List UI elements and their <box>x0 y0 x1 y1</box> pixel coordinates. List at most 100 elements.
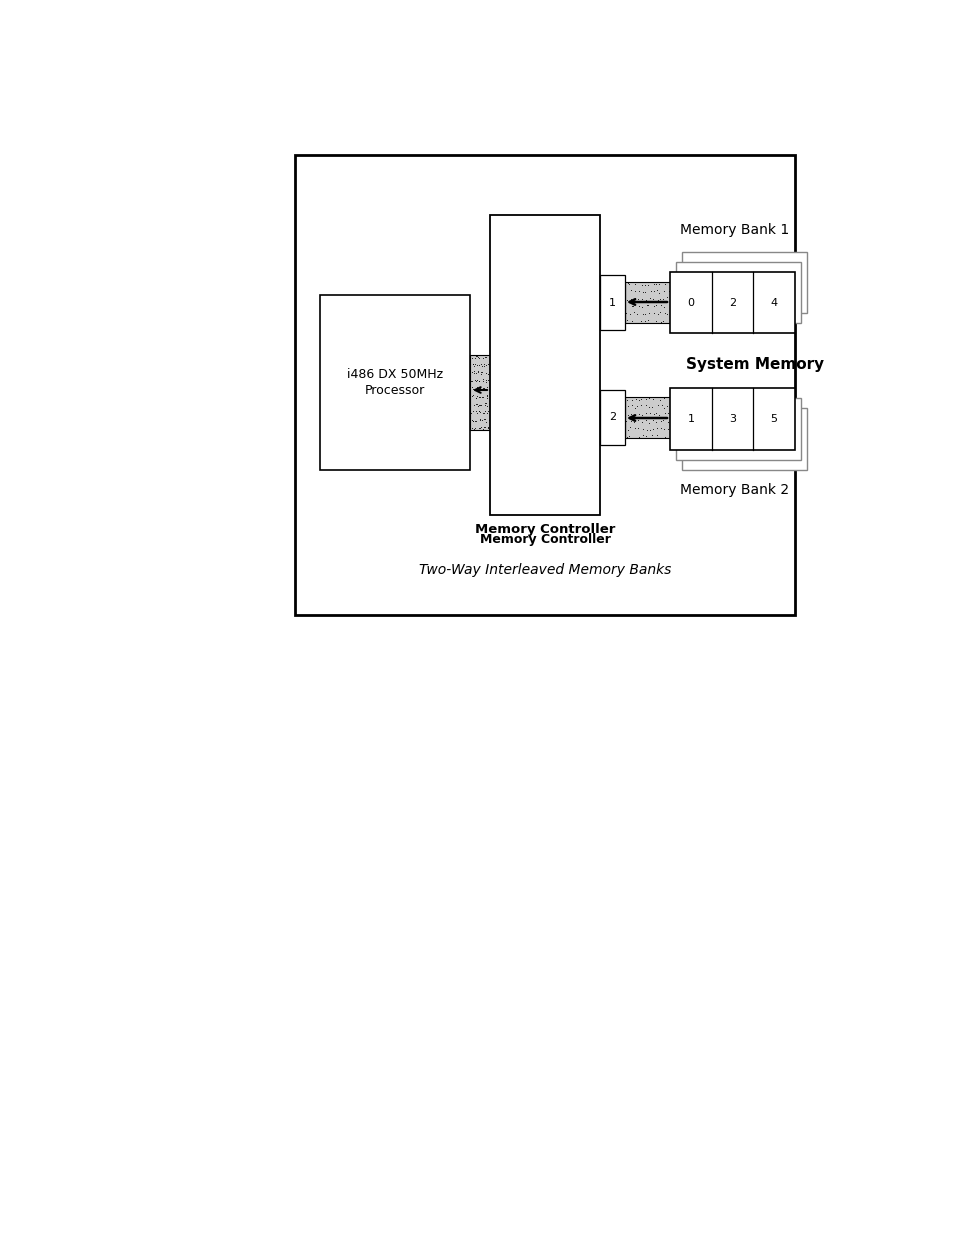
Bar <box>490 215 599 515</box>
Point <box>468 411 483 431</box>
Point <box>477 372 493 391</box>
Point <box>639 420 654 440</box>
Point <box>625 295 640 315</box>
Bar <box>599 390 624 445</box>
Point <box>476 419 491 438</box>
Point <box>629 305 644 325</box>
Point <box>476 357 491 377</box>
Point <box>638 290 653 310</box>
Point <box>629 410 644 430</box>
Point <box>467 348 482 368</box>
Point <box>466 363 481 383</box>
Point <box>479 385 495 405</box>
Point <box>637 304 652 324</box>
Point <box>471 395 486 415</box>
Point <box>623 296 639 316</box>
Point <box>619 420 635 440</box>
Point <box>470 362 485 382</box>
Bar <box>676 262 801 324</box>
Point <box>627 398 642 417</box>
Point <box>479 354 495 374</box>
Point <box>477 354 493 374</box>
Point <box>479 364 495 384</box>
Point <box>470 347 485 367</box>
Bar <box>669 272 794 333</box>
Point <box>632 389 647 409</box>
Point <box>469 385 484 405</box>
Point <box>635 304 650 324</box>
Point <box>660 282 676 301</box>
Point <box>638 410 653 430</box>
Point <box>473 354 488 374</box>
Point <box>659 420 675 440</box>
Point <box>472 419 487 438</box>
Bar <box>676 398 801 459</box>
Point <box>653 419 668 438</box>
Point <box>645 419 660 438</box>
Point <box>645 289 660 309</box>
Point <box>631 390 646 410</box>
Bar <box>681 408 806 471</box>
Point <box>623 311 639 331</box>
Point <box>659 396 674 416</box>
Text: Memory Bank 1: Memory Bank 1 <box>679 224 789 237</box>
Point <box>468 401 483 421</box>
Point <box>475 403 490 422</box>
Point <box>648 412 663 432</box>
Point <box>634 275 649 295</box>
Point <box>653 411 668 431</box>
Point <box>630 280 645 300</box>
Point <box>468 388 483 408</box>
Point <box>480 410 496 430</box>
Point <box>466 357 481 377</box>
Point <box>635 282 650 301</box>
Point <box>476 348 491 368</box>
Point <box>644 410 659 430</box>
Text: Memory Controller: Memory Controller <box>475 524 615 536</box>
Point <box>640 412 656 432</box>
Bar <box>624 396 669 438</box>
Point <box>468 372 483 391</box>
Point <box>630 296 645 316</box>
Point <box>480 417 496 437</box>
Point <box>618 427 634 447</box>
Point <box>619 390 635 410</box>
Point <box>656 282 671 301</box>
Point <box>646 303 661 322</box>
Point <box>469 356 484 375</box>
Point <box>623 390 639 410</box>
Point <box>638 404 653 424</box>
Point <box>644 398 659 417</box>
Point <box>471 401 486 421</box>
Point <box>469 394 484 414</box>
Point <box>467 419 482 438</box>
Text: Memory Bank 2: Memory Bank 2 <box>679 483 789 496</box>
Point <box>639 310 655 330</box>
Point <box>622 411 638 431</box>
Point <box>475 362 490 382</box>
Point <box>619 274 635 294</box>
Point <box>480 369 496 389</box>
Point <box>476 410 492 430</box>
Point <box>618 411 634 431</box>
Point <box>481 362 497 382</box>
Point <box>468 347 483 367</box>
Point <box>618 290 634 310</box>
Point <box>477 347 493 367</box>
Point <box>634 289 649 309</box>
Point <box>659 288 675 308</box>
Point <box>656 389 671 409</box>
Point <box>655 289 670 309</box>
Point <box>637 275 652 295</box>
Point <box>654 395 669 415</box>
Point <box>626 289 641 309</box>
Point <box>477 380 493 400</box>
Point <box>630 419 645 438</box>
Point <box>648 404 663 424</box>
Point <box>655 311 670 331</box>
Point <box>465 411 480 431</box>
Point <box>640 303 656 322</box>
Point <box>474 410 489 430</box>
Point <box>472 348 487 368</box>
Point <box>634 405 649 425</box>
